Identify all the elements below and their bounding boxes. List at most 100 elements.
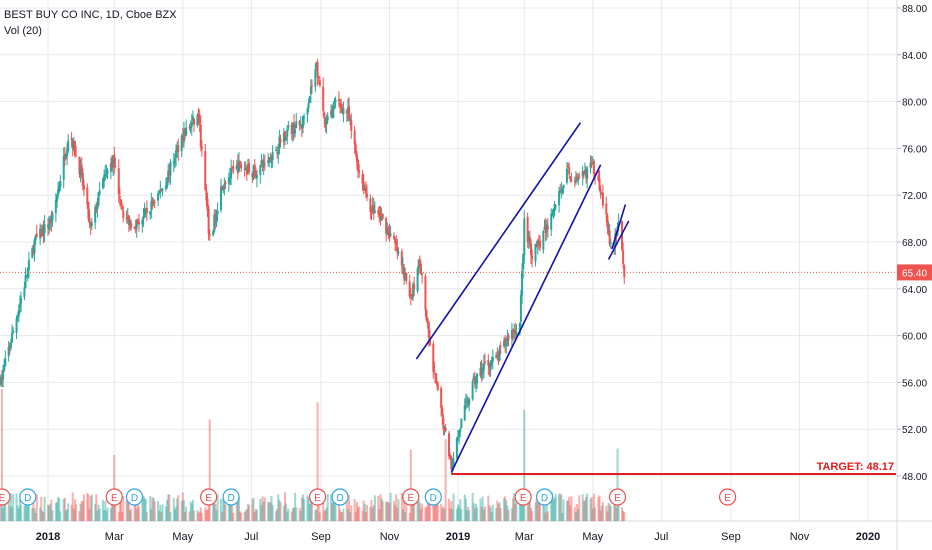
earnings-marker[interactable]: E [608, 488, 627, 506]
trend-line[interactable] [450, 164, 602, 473]
candle-body [188, 126, 191, 128]
trend-channel-lines[interactable] [415, 122, 630, 473]
marker-circle[interactable] [19, 488, 37, 506]
dividend-marker[interactable]: D [424, 488, 442, 506]
time-axis[interactable]: 2018 Mar May Jul Sep Nov 2019 Mar May Jul Sep Nov 20… [36, 531, 880, 543]
marker-circle[interactable] [608, 488, 627, 506]
dividend-marker[interactable]: D [535, 488, 554, 506]
earnings-marker[interactable]: E [514, 488, 532, 506]
candle-body [345, 109, 348, 114]
volume-bar [460, 509, 463, 521]
candle-body [79, 166, 82, 176]
volume-bar [506, 505, 509, 521]
candle-body [112, 156, 115, 168]
volume-bar [385, 501, 388, 521]
candle-body [386, 228, 389, 236]
candle-body [385, 218, 388, 234]
volume-bar [307, 497, 310, 521]
y-tick-label: 80.00 [902, 98, 927, 109]
candle-body [512, 330, 515, 334]
candle-body [350, 120, 353, 131]
volume-bar [55, 502, 58, 521]
candle-body [543, 226, 546, 229]
marker-circle[interactable] [402, 488, 420, 506]
dividend-marker[interactable]: D [331, 488, 349, 506]
candle-body [55, 195, 58, 202]
candle-body [72, 141, 75, 151]
candle-body [295, 121, 298, 128]
candle-body [377, 209, 380, 214]
marker-circle[interactable] [0, 488, 11, 506]
volume-bar [262, 501, 265, 521]
marker-circle[interactable] [308, 488, 327, 506]
marker-circle[interactable] [718, 488, 737, 506]
trend-line[interactable] [607, 220, 630, 260]
volume-bar [3, 498, 6, 521]
volume-bar [358, 506, 361, 521]
volume-bar [299, 510, 302, 521]
volume-bar [72, 508, 75, 521]
volume-bar [237, 497, 240, 521]
volume-bar [530, 507, 533, 521]
candle-body [553, 203, 556, 211]
earnings-marker[interactable]: E [718, 488, 737, 506]
x-tick-label: Jul [244, 531, 258, 543]
volume-bar [345, 495, 348, 521]
volume-bar [279, 502, 282, 521]
candle-body [503, 340, 506, 347]
candle-body [528, 236, 531, 244]
dividend-marker[interactable]: D [19, 488, 37, 506]
volume-bar [310, 497, 313, 521]
volume-bar [284, 492, 287, 521]
marker-circle[interactable] [331, 488, 349, 506]
volume-bar [67, 503, 70, 521]
candle-body [361, 174, 364, 184]
marker-circle[interactable] [535, 488, 554, 506]
candle-body [151, 200, 154, 205]
candle-body [396, 246, 399, 253]
candle-body [428, 338, 431, 346]
volume-bar [205, 509, 208, 521]
earnings-marker[interactable]: E [308, 488, 327, 506]
trend-line[interactable] [611, 204, 627, 250]
candle-body [623, 265, 626, 277]
marker-circle[interactable] [514, 488, 532, 506]
volume-bar [401, 509, 404, 521]
candle-body [465, 399, 468, 401]
candle-body [145, 207, 148, 214]
candle-body [410, 297, 413, 300]
marker-circle[interactable] [125, 488, 144, 506]
volume-bar [498, 502, 501, 521]
volume-bar [546, 511, 549, 521]
x-tick-label: Sep [721, 531, 741, 543]
x-tick-label: 2020 [856, 531, 880, 543]
candle-body [471, 381, 474, 400]
earnings-marker[interactable]: E [200, 488, 218, 506]
marker-circle[interactable] [424, 488, 442, 506]
marker-circle[interactable] [105, 488, 123, 506]
candle-body [518, 322, 521, 334]
candle-body [98, 190, 101, 195]
volume-bar [208, 419, 211, 521]
candle-body [177, 145, 180, 152]
target-line[interactable]: TARGET: 48.17 [451, 461, 896, 476]
candle-body [346, 107, 349, 114]
trend-line[interactable] [415, 122, 582, 360]
marker-circle[interactable] [222, 488, 240, 506]
candle-body [450, 456, 453, 470]
earnings-marker[interactable]: E [402, 488, 420, 506]
candle-body [142, 216, 145, 220]
dividend-marker[interactable]: D [222, 488, 240, 506]
price-axis[interactable]: 88.00 84.00 80.00 76.00 72.00 68.00 64.00 60.00… [897, 4, 932, 483]
volume-bar [515, 494, 518, 521]
candle-body [601, 192, 604, 206]
candle-body [309, 86, 312, 95]
candle-body [348, 106, 351, 119]
marker-circle[interactable] [200, 488, 218, 506]
earnings-marker[interactable]: E [0, 488, 11, 506]
volume-bar [567, 500, 570, 521]
earnings-marker[interactable]: E [105, 488, 123, 506]
dividend-marker[interactable]: D [125, 488, 144, 506]
